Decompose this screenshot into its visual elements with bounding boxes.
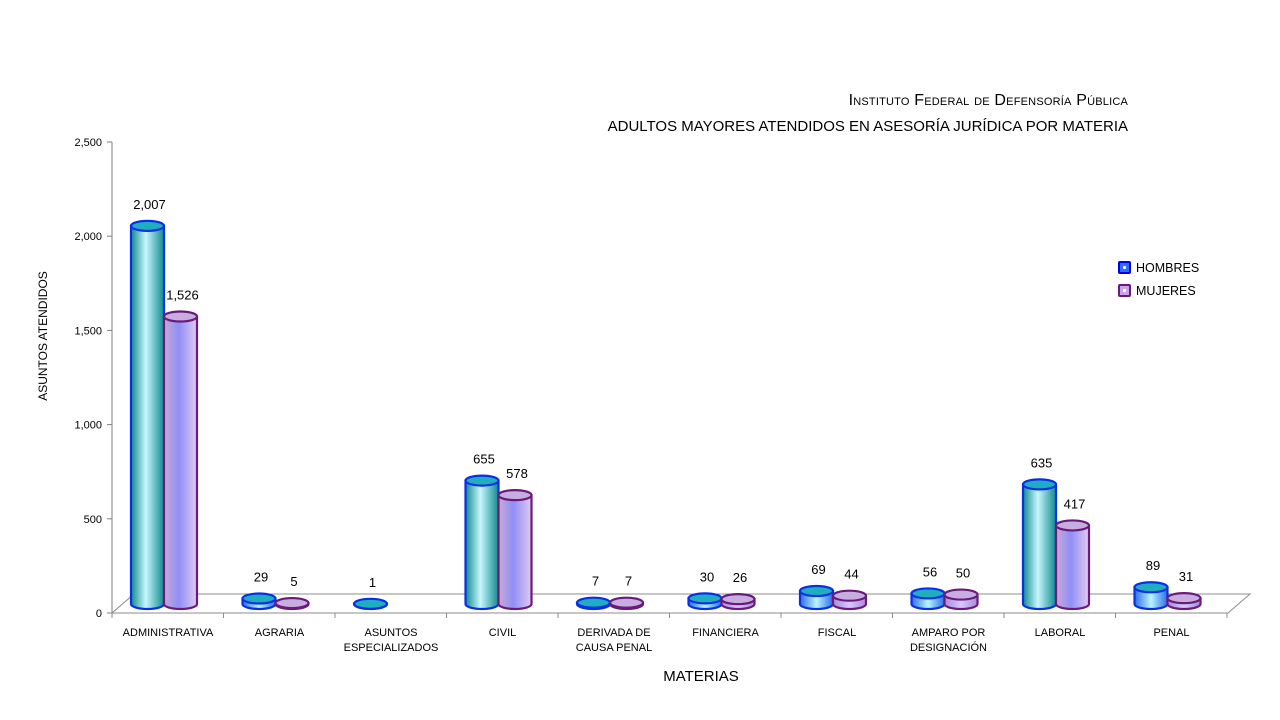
x-tick-label: AGRARIA xyxy=(255,627,305,639)
bar-mujeres xyxy=(1054,519,1091,611)
bar-mujeres-top xyxy=(497,489,533,502)
legend-swatch-mujeres xyxy=(1118,284,1131,297)
bar-hombres-label: 1 xyxy=(369,575,376,590)
bar-mujeres-label: 417 xyxy=(1064,496,1086,511)
bar-hombres xyxy=(129,219,166,611)
x-tick-label: FISCAL xyxy=(818,627,857,639)
bar-mujeres xyxy=(720,593,756,611)
x-tick-label: DERIVADA DE CAUSA PENAL xyxy=(576,627,652,654)
chart-subtitle: ADULTOS MAYORES ATENDIDOS EN ASESORÍA JU… xyxy=(607,118,1128,135)
legend-item-mujeres: MUJERES xyxy=(1118,279,1199,302)
bar-mujeres xyxy=(274,596,310,611)
y-tick-label: 1,000 xyxy=(74,420,102,432)
bar-hombres-label: 30 xyxy=(700,569,714,584)
bar-hombres-label: 7 xyxy=(592,574,599,589)
bar-mujeres xyxy=(497,489,533,611)
bar-mujeres xyxy=(608,596,645,611)
bar-hombres-label: 89 xyxy=(1146,558,1160,573)
bar-mujeres-label: 1,526 xyxy=(166,288,199,303)
bar-mujeres xyxy=(1166,592,1202,611)
y-tick-label: 2,000 xyxy=(74,231,102,243)
bar-hombres xyxy=(352,597,389,611)
y-tick-label: 500 xyxy=(84,514,102,526)
bar-hombres-top xyxy=(910,587,946,600)
bar-hombres-top xyxy=(1021,478,1058,491)
bar-hombres-top xyxy=(241,592,277,605)
bar-hombres xyxy=(1021,478,1058,611)
bar-mujeres-label: 44 xyxy=(844,567,858,582)
bar-mujeres-top xyxy=(720,593,756,606)
bar-mujeres-top xyxy=(943,588,979,601)
x-tick-label: AMPARO POR DESIGNACIÓN xyxy=(910,627,987,654)
x-tick-label: PENAL xyxy=(1153,627,1189,639)
bar-mujeres-label: 7 xyxy=(625,574,632,589)
y-axis-label: ASUNTOS ATENDIDOS xyxy=(36,271,50,401)
bar-hombres-body xyxy=(1021,483,1058,611)
x-tick-label: CIVIL xyxy=(489,627,517,639)
bar-hombres xyxy=(464,474,500,611)
bar-hombres-label: 56 xyxy=(923,564,937,579)
bar-mujeres-top xyxy=(274,596,310,610)
x-tick-label: LABORAL xyxy=(1035,627,1086,639)
bar-hombres-top xyxy=(129,219,166,232)
x-axis-label: MATERIAS xyxy=(663,668,739,685)
bar-mujeres-label: 26 xyxy=(733,570,747,585)
bar-hombres-top xyxy=(575,596,612,609)
bar-hombres-label: 2,007 xyxy=(133,197,166,212)
y-tick-label: 0 xyxy=(96,608,102,620)
bar-mujeres xyxy=(943,588,979,611)
bar-hombres-top xyxy=(352,597,389,610)
bar-hombres-label: 655 xyxy=(473,452,495,467)
legend: HOMBRES MUJERES xyxy=(1118,256,1199,302)
bar-mujeres-top xyxy=(162,310,199,323)
bar-mujeres-top xyxy=(831,589,868,602)
bar-mujeres xyxy=(831,589,868,611)
bar-hombres-top xyxy=(687,592,723,605)
bar-mujeres-body xyxy=(497,494,533,611)
y-tick-label: 1,500 xyxy=(74,325,102,337)
bar-mujeres-label: 5 xyxy=(290,574,297,589)
bar-hombres-top xyxy=(464,474,500,487)
bar-hombres-label: 635 xyxy=(1031,455,1053,470)
bar-mujeres xyxy=(162,310,199,611)
y-tick-label: 2,500 xyxy=(74,137,102,149)
bar-hombres xyxy=(798,584,835,611)
bar-hombres xyxy=(910,587,946,611)
bar-hombres xyxy=(687,592,723,611)
bar-mujeres-top xyxy=(1054,519,1091,532)
x-tick-label: FINANCIERA xyxy=(692,627,759,639)
legend-item-hombres: HOMBRES xyxy=(1118,256,1199,279)
bar-hombres-top xyxy=(1133,581,1169,594)
bar-mujeres-top xyxy=(608,596,645,609)
bar-mujeres-label: 50 xyxy=(956,566,970,581)
bar-hombres xyxy=(241,592,277,611)
x-tick-label: ADMINISTRATIVA xyxy=(123,627,214,639)
bar-hombres-body xyxy=(129,224,166,611)
bar-hombres-body xyxy=(464,479,500,611)
bar-hombres-top xyxy=(798,584,835,598)
bar-hombres-label: 69 xyxy=(811,562,825,577)
bar-hombres xyxy=(575,596,612,611)
bar-mujeres-label: 31 xyxy=(1179,569,1193,584)
bar-mujeres-body xyxy=(1054,524,1091,611)
legend-label-mujeres: MUJERES xyxy=(1136,283,1196,298)
bar-mujeres-body xyxy=(162,315,199,611)
legend-label-hombres: HOMBRES xyxy=(1136,260,1200,275)
bar-hombres xyxy=(1133,581,1169,611)
legend-swatch-hombres xyxy=(1118,261,1131,274)
chart-title: Instituto Federal de Defensoría Pública xyxy=(848,92,1128,109)
bar-hombres-label: 29 xyxy=(254,570,268,585)
bar-mujeres-label: 578 xyxy=(506,466,528,481)
x-tick-label: ASUNTOS ESPECIALIZADOS xyxy=(344,627,439,654)
bar-mujeres-top xyxy=(1166,592,1202,605)
